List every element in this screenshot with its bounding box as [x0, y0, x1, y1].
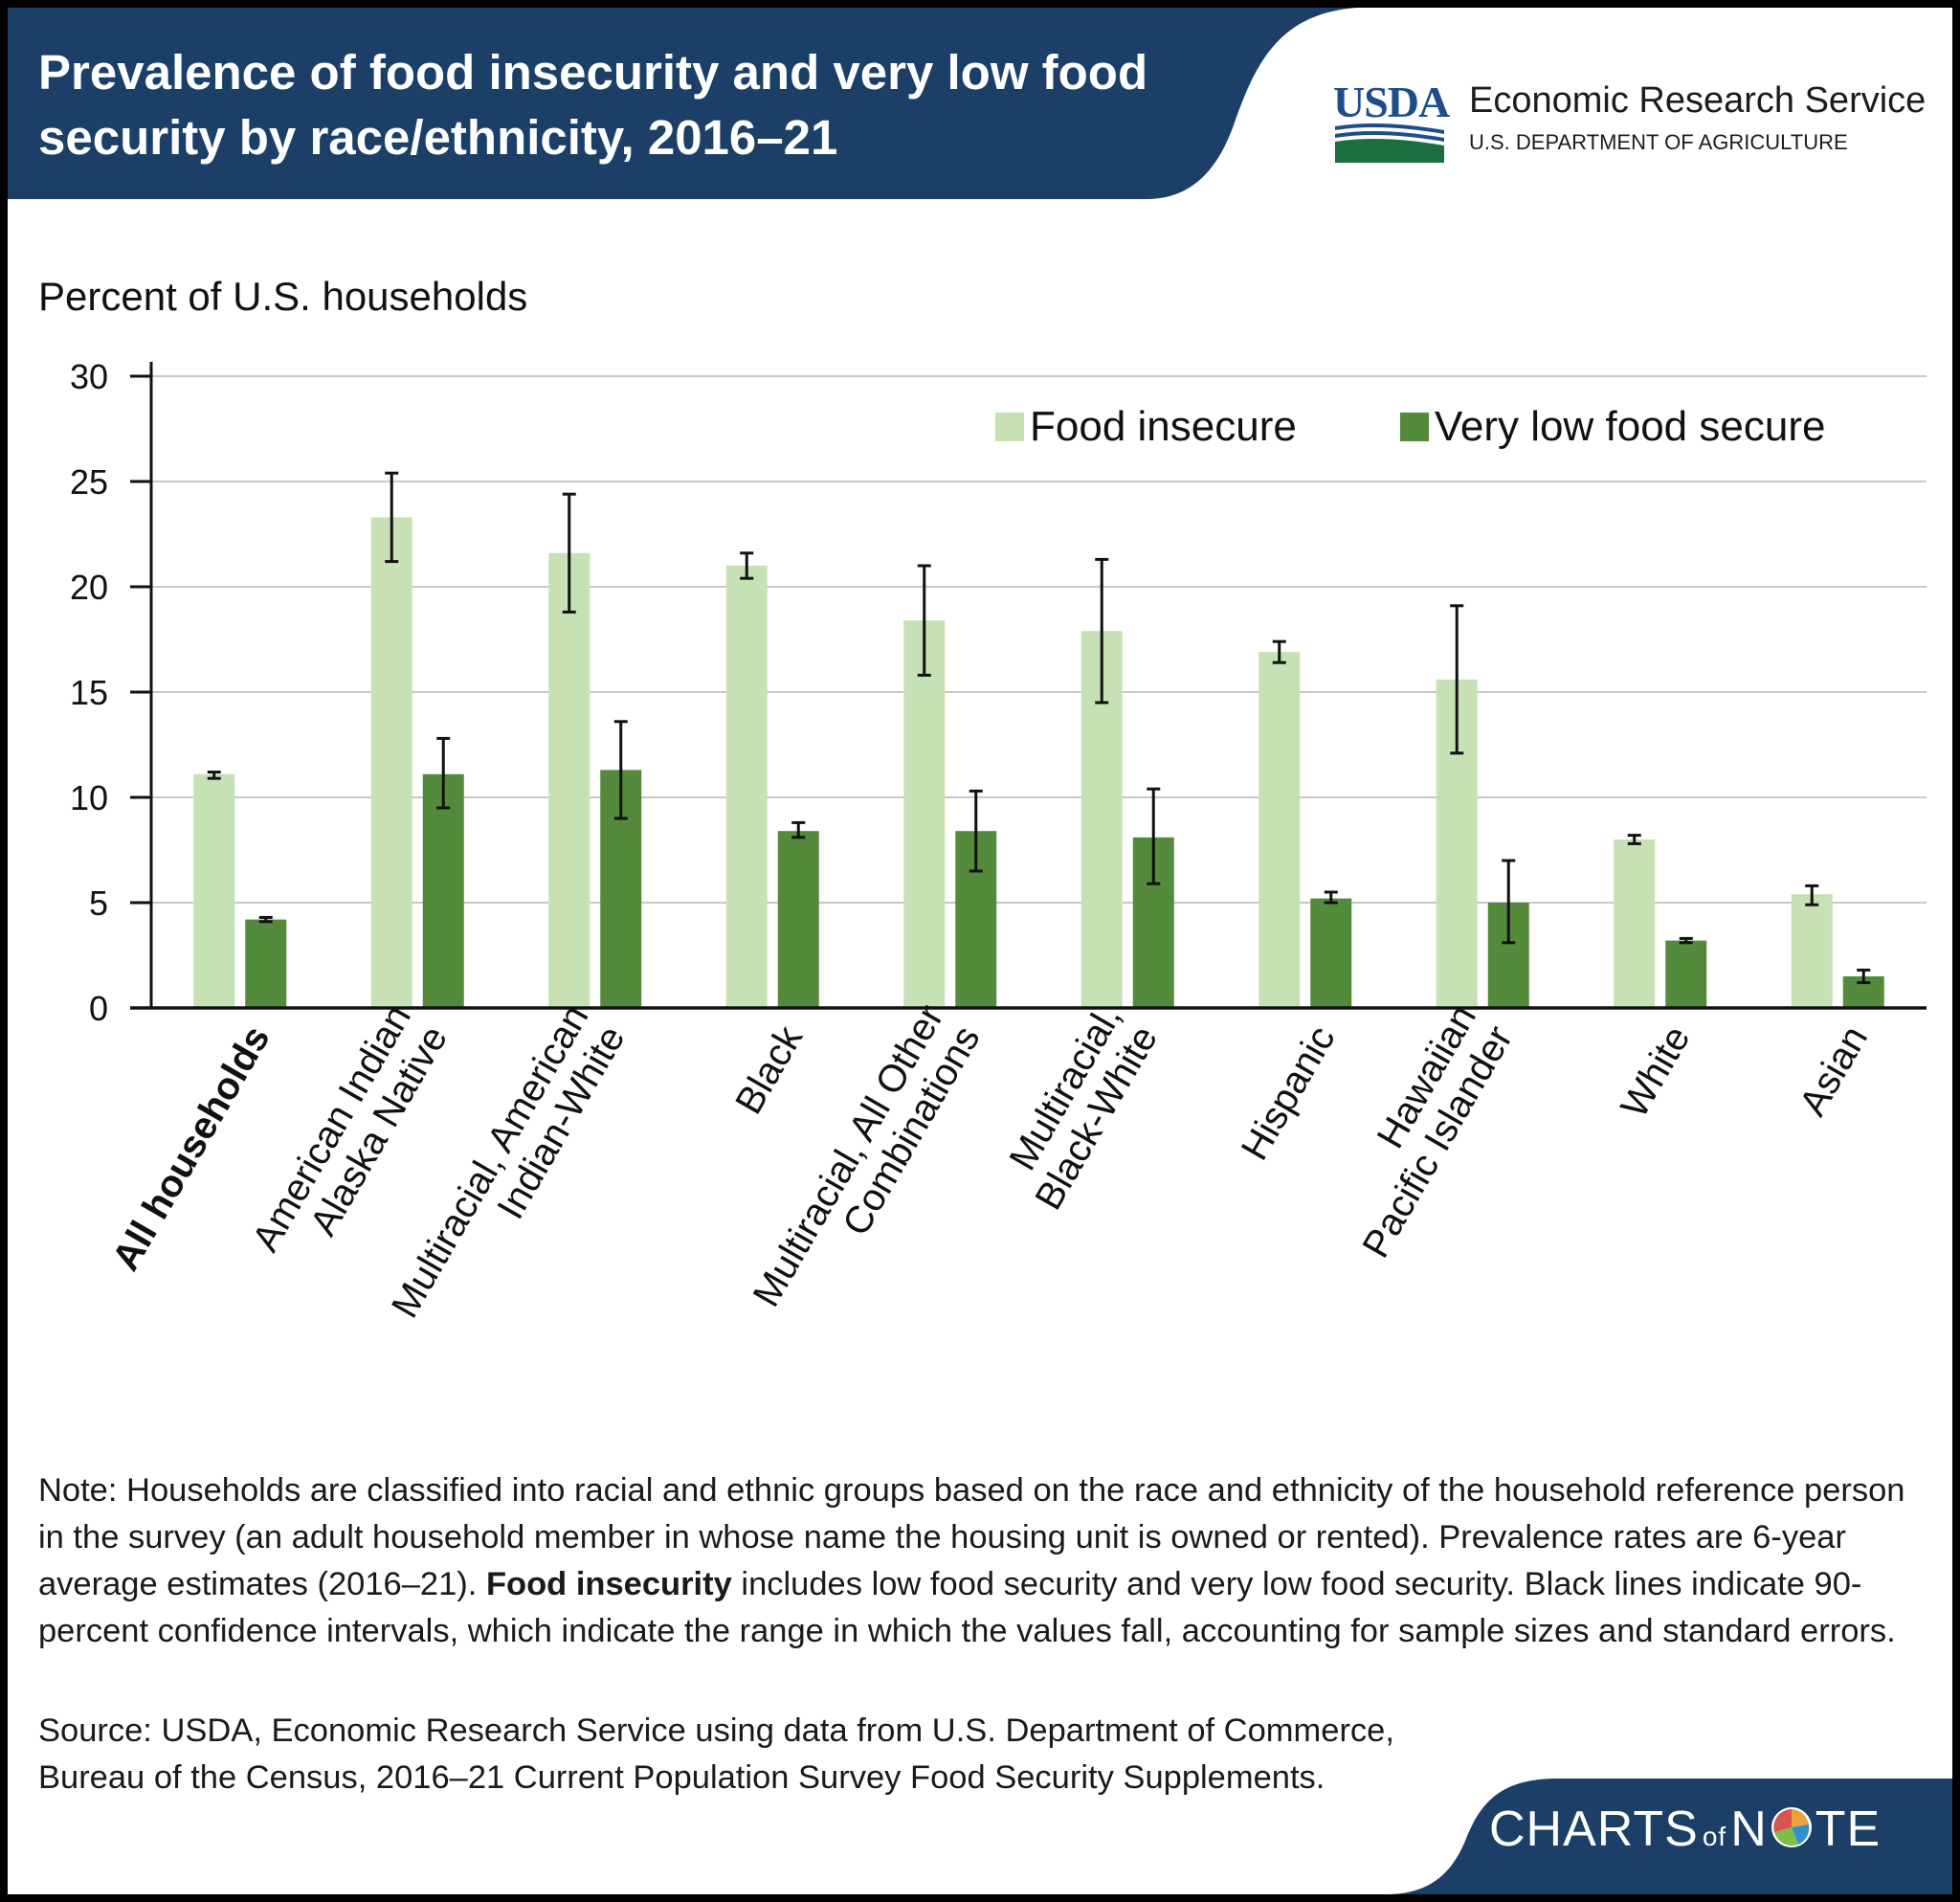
bar-very-low-food-secure-1	[422, 773, 464, 1008]
error-bar-vlfs-0	[258, 915, 273, 924]
bar-food-insecure-3	[725, 566, 768, 1008]
error-bar-fi-5	[1095, 557, 1109, 705]
y-tick-label: 10	[70, 778, 108, 817]
error-bar-vlfs-6	[1324, 890, 1338, 905]
y-tick-label: 5	[89, 884, 108, 923]
error-bar-fi-7	[1450, 604, 1464, 755]
brand-charts: CHARTS	[1489, 1801, 1699, 1857]
error-bar-vlfs-4	[969, 789, 983, 873]
bar-food-insecure-6	[1258, 652, 1301, 1008]
error-bar-fi-4	[917, 564, 931, 677]
legend-swatch-0	[995, 413, 1024, 441]
error-bar-fi-0	[207, 771, 221, 780]
bar-food-insecure-9	[1791, 894, 1833, 1008]
error-bars	[207, 471, 1871, 985]
note-text-start: Note: Households are classified into rac…	[38, 1472, 1905, 1602]
header-band	[8, 8, 1357, 199]
category-label-line: Black	[727, 1018, 812, 1122]
bar-chart: Percent of U.S. households 051015202530 …	[38, 274, 1927, 1326]
bar-very-low-food-secure-6	[1310, 898, 1352, 1008]
bars	[193, 517, 1884, 1008]
bar-very-low-food-secure-8	[1665, 940, 1707, 1008]
category-label-5: Multiracial,Black-White	[991, 998, 1166, 1218]
category-label-3: Black	[727, 1018, 812, 1122]
y-tick-labels: 0 5 10 15 20 25 30	[70, 357, 108, 1028]
category-label-line: Hispanic	[1234, 1019, 1344, 1168]
y-tick-label: 0	[89, 989, 108, 1028]
error-bar-vlfs-1	[436, 736, 451, 810]
chart-note: Note: Households are classified into rac…	[38, 1467, 1928, 1655]
error-bar-fi-1	[385, 471, 399, 564]
chart-source: Source: USDA, Economic Research Service …	[38, 1712, 1394, 1796]
y-tick-label: 25	[70, 462, 108, 502]
category-label-8: White	[1613, 1019, 1698, 1126]
bar-very-low-food-secure-0	[245, 919, 287, 1008]
header-band-shape	[8, 8, 1357, 199]
legend-swatch-1	[1400, 413, 1429, 441]
error-bar-fi-8	[1627, 834, 1641, 845]
brand-of: of	[1702, 1822, 1727, 1851]
axes	[130, 362, 1927, 1010]
error-bar-vlfs-3	[791, 820, 806, 839]
category-label-6: Hispanic	[1234, 1019, 1344, 1168]
legend-label-0: Food insecure	[1030, 403, 1297, 450]
bar-food-insecure-8	[1614, 839, 1656, 1008]
error-bar-fi-2	[562, 492, 576, 614]
note-bold-term: Food insecurity	[485, 1566, 732, 1602]
bar-food-insecure-4	[903, 620, 946, 1008]
bar-food-insecure-2	[548, 552, 590, 1008]
agency-name: Economic Research Service	[1469, 80, 1927, 121]
bar-food-insecure-1	[370, 517, 412, 1008]
error-bar-vlfs-2	[613, 720, 628, 820]
legend-label-1: Very low food secure	[1435, 403, 1825, 450]
department-name: U.S. DEPARTMENT OF AGRICULTURE	[1469, 130, 1848, 154]
gridlines	[151, 375, 1927, 904]
chart-title: Prevalence of food insecurity and very l…	[38, 45, 1148, 165]
pie-chart-icon	[1771, 1807, 1812, 1847]
error-bar-vlfs-5	[1147, 787, 1161, 885]
infographic-frame: Prevalence of food insecurity and very l…	[8, 8, 1952, 1894]
y-tick-label: 15	[70, 673, 108, 712]
error-bar-vlfs-9	[1857, 968, 1871, 985]
category-label-9: Asian	[1792, 1019, 1876, 1124]
note-text-end: includes low food security and very low …	[38, 1566, 1896, 1649]
usda-wordmark: USDA	[1333, 78, 1450, 126]
brand-te: TE	[1815, 1801, 1882, 1857]
error-bar-vlfs-7	[1502, 859, 1516, 945]
charts-of-note-logo: CHARTS ofN TE	[1489, 1796, 1881, 1863]
category-label-line: Asian	[1792, 1019, 1876, 1124]
error-bar-fi-9	[1805, 884, 1819, 906]
bar-food-insecure-0	[193, 773, 235, 1008]
category-label-7: HawaiianPacific Islander	[1318, 998, 1521, 1265]
error-bar-fi-3	[740, 551, 754, 580]
error-bar-fi-6	[1272, 639, 1286, 664]
y-axis-label: Percent of U.S. households	[38, 274, 527, 319]
footer-band-shape	[1386, 1779, 1952, 1894]
brand-n: N	[1730, 1801, 1768, 1857]
category-label-line: White	[1613, 1019, 1698, 1126]
error-bar-vlfs-8	[1679, 936, 1693, 945]
y-tick-label: 30	[70, 357, 108, 396]
footer-band	[1386, 1779, 1952, 1894]
usda-swoosh-icon	[1335, 123, 1444, 163]
bar-very-low-food-secure-3	[777, 831, 819, 1008]
legend: Food insecure Very low food secure	[995, 403, 1825, 450]
usda-ers-logo: USDA Economic Research Service U.S. DEPA…	[1333, 77, 1946, 172]
y-tick-label: 20	[70, 568, 108, 607]
